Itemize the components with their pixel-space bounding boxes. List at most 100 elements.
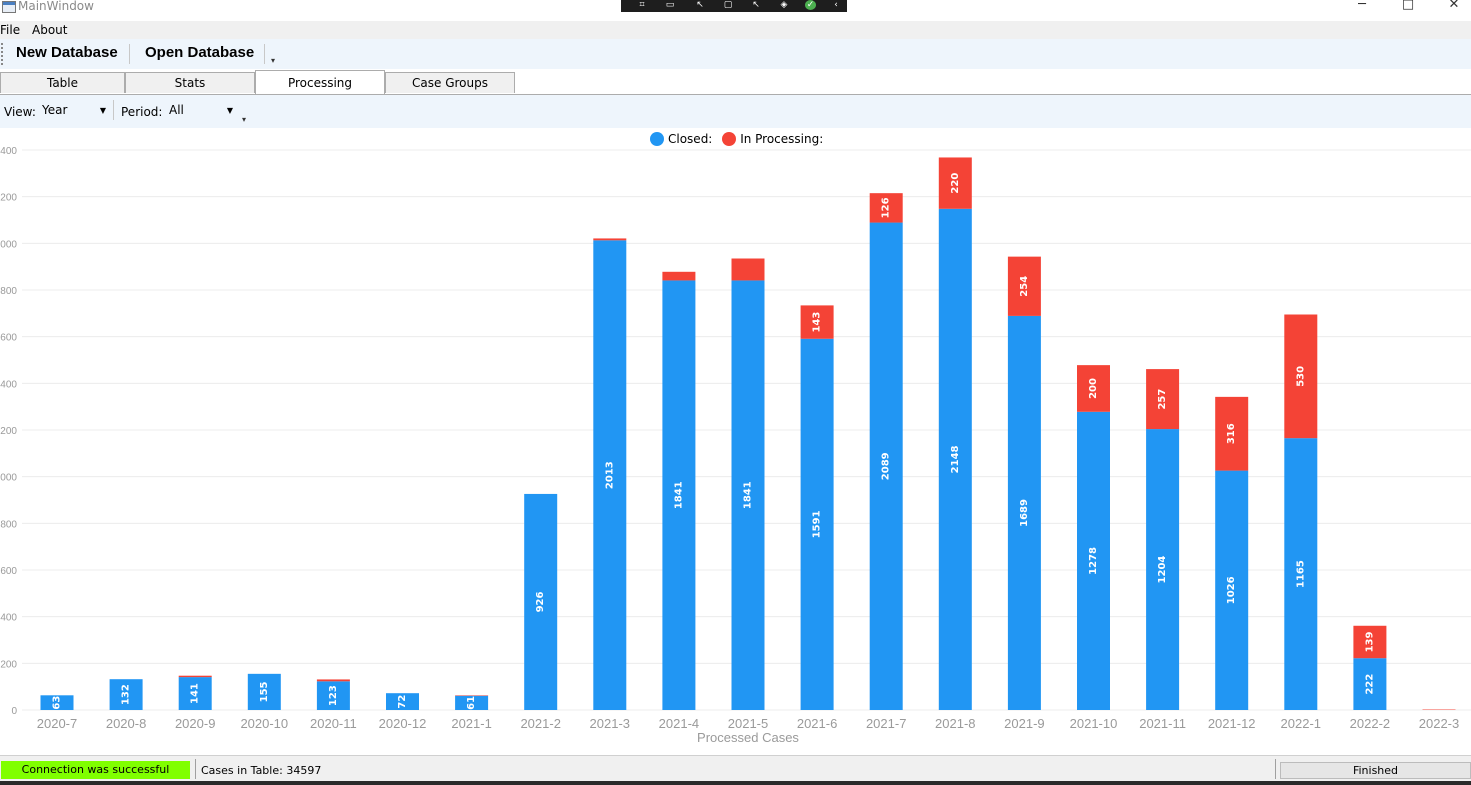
x-tick-label: 2021-2	[520, 716, 560, 731]
data-label-closed: 2148	[950, 445, 961, 473]
tab-strip: Table Stats Processing Case Groups	[0, 69, 1471, 95]
capture-confirm-icon[interactable]: ✓	[805, 0, 816, 10]
close-button[interactable]: ✕	[1448, 0, 1460, 12]
capture-window-icon[interactable]: ▭	[665, 0, 675, 10]
bar-in-processing	[1007, 256, 1041, 316]
maximize-button[interactable]: □	[1401, 0, 1415, 12]
legend-item-closed: Closed:	[650, 132, 712, 146]
y-tick-label: 200	[0, 659, 17, 670]
toolbar-grip[interactable]	[1, 43, 5, 65]
bar-closed	[1353, 658, 1387, 710]
tab-processing[interactable]: Processing	[255, 70, 385, 94]
data-label-closed: 1165	[1295, 560, 1306, 588]
status-bar: Connection was successful Cases in Table…	[0, 755, 1471, 782]
tab-stats[interactable]: Stats	[125, 72, 255, 93]
bar-in-processing	[1353, 625, 1387, 659]
x-tick-label: 2020-7	[37, 716, 77, 731]
new-database-button[interactable]: New Database	[16, 44, 118, 61]
bar-closed	[109, 679, 143, 710]
data-label-closed: 1204	[1157, 556, 1168, 584]
x-tick-label: 2021-1	[451, 716, 491, 731]
data-label-closed: 222	[1364, 674, 1375, 695]
data-label-closed: 1841	[743, 481, 754, 509]
data-label-in-processing: 254	[1019, 276, 1030, 297]
processing-chart: 0 200 400 600 800 1000 1200 1400 1600 1800 2000 220…	[0, 146, 1471, 745]
x-tick-label: 2021-8	[935, 716, 975, 731]
bar-in-processing	[731, 258, 765, 281]
bar-closed	[1146, 429, 1180, 710]
data-label-closed: 132	[121, 684, 132, 705]
bar-closed	[178, 677, 212, 710]
bar-in-processing	[800, 305, 834, 339]
x-tick-label: 2022-2	[1350, 716, 1390, 731]
bar-in-processing	[316, 679, 350, 682]
period-value: All	[169, 103, 184, 117]
data-label-closed: 926	[535, 591, 546, 612]
y-tick-label: 2400	[0, 146, 17, 157]
toolbar: New Database Open Database ▾	[0, 39, 1471, 69]
data-label-in-processing: 139	[1364, 632, 1375, 653]
x-tick-label: 2021-11	[1139, 716, 1186, 731]
tab-case-groups[interactable]: Case Groups	[385, 72, 515, 93]
view-combobox[interactable]: Year ▼	[38, 99, 110, 122]
x-tick-label: 2020-10	[240, 716, 288, 731]
data-label-closed: 1841	[673, 481, 684, 509]
capture-pointer-icon[interactable]: ↖	[752, 0, 760, 10]
tab-table[interactable]: Table	[0, 72, 125, 93]
minimize-button[interactable]: ─	[1358, 0, 1366, 12]
bar-closed	[662, 280, 696, 710]
menu-about[interactable]: About	[32, 23, 68, 37]
bar-in-processing	[1146, 369, 1180, 430]
y-tick-label: 400	[0, 613, 17, 624]
bar-in-processing	[1215, 396, 1249, 471]
bar-in-processing	[593, 238, 627, 241]
status-separator	[1275, 759, 1276, 779]
filter-overflow-icon[interactable]: ▾	[242, 115, 247, 124]
view-value: Year	[42, 103, 68, 117]
period-combobox[interactable]: All ▼	[165, 99, 237, 122]
data-label-closed: 1278	[1088, 547, 1099, 575]
chevron-down-icon: ▼	[99, 106, 106, 115]
cases-count: Cases in Table: 34597	[201, 764, 322, 777]
data-label-closed: 1026	[1226, 576, 1237, 604]
x-tick-label: 2021-9	[1004, 716, 1044, 731]
data-label-closed: 2089	[881, 452, 892, 480]
data-label-in-processing: 530	[1295, 366, 1306, 387]
connection-status: Connection was successful	[1, 761, 190, 779]
legend-label-closed: Closed:	[668, 132, 713, 146]
taskbar-edge	[0, 781, 1471, 785]
legend-dot-in-processing	[722, 132, 737, 146]
bar-closed	[524, 493, 558, 710]
app-icon	[2, 1, 16, 13]
data-label-closed: 123	[328, 685, 339, 706]
x-tick-label: 2020-8	[106, 716, 146, 731]
capture-shield-icon[interactable]: ◈	[780, 0, 788, 10]
y-tick-label: 1200	[0, 426, 17, 437]
capture-cursor-icon[interactable]: ↖	[696, 0, 704, 10]
bar-closed	[869, 222, 903, 711]
menu-bar: File About	[0, 21, 1471, 39]
bar-in-processing	[178, 675, 212, 678]
filter-separator	[113, 100, 114, 120]
open-database-button[interactable]: Open Database	[145, 44, 255, 61]
bar-closed	[800, 338, 834, 710]
screen-capture-toolbar: ⌗ ▭ ↖ ▢ ↖ ◈ ✓ ‹	[621, 0, 847, 12]
data-label-in-processing: 316	[1226, 423, 1237, 444]
legend-item-in-processing: In Processing:	[722, 132, 823, 146]
toolbar-overflow-icon[interactable]: ▾	[271, 56, 276, 65]
window-title: MainWindow	[18, 0, 94, 13]
x-tick-label: 2021-3	[590, 716, 630, 731]
capture-back-icon[interactable]: ‹	[834, 0, 838, 10]
data-label-closed: 141	[190, 683, 201, 704]
data-label-closed: 1591	[812, 510, 823, 538]
x-tick-label: 2021-7	[866, 716, 906, 731]
bar-in-processing	[662, 271, 696, 281]
menu-file[interactable]: File	[0, 23, 21, 37]
bar-closed	[731, 280, 765, 710]
x-tick-label: 2020-11	[310, 716, 357, 731]
capture-fullscreen-icon[interactable]: ▢	[723, 0, 733, 10]
capture-region-icon[interactable]: ⌗	[639, 0, 645, 10]
data-label-in-processing: 143	[812, 312, 823, 333]
x-tick-label: 2021-5	[728, 716, 768, 731]
data-label-closed: 2013	[604, 461, 615, 489]
